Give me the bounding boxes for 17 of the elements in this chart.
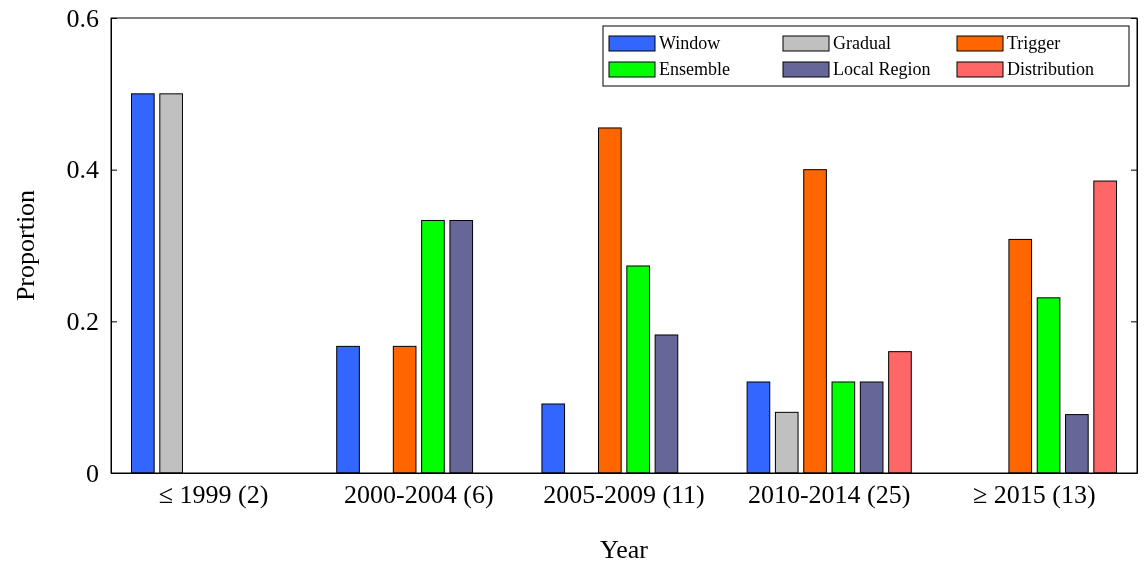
y-tick-label: 0.2 <box>66 307 99 337</box>
x-tick-label: 2010-2014 (25) <box>747 480 911 510</box>
legend-label: Ensemble <box>659 59 730 79</box>
x-tick-label: ≤ 1999 (2) <box>158 480 269 510</box>
x-axis-title: Year <box>600 535 649 564</box>
legend-label: Trigger <box>1007 33 1061 53</box>
y-tick-label: 0.4 <box>66 155 99 185</box>
x-tick-label: ≥ 2015 (13) <box>973 480 1096 510</box>
legend-label: Local Region <box>833 59 931 79</box>
y-tick-label: 0 <box>86 458 99 488</box>
y-tick-label: 0.6 <box>66 3 99 33</box>
legend-label: Window <box>659 33 721 53</box>
legend-label: Gradual <box>833 33 891 53</box>
legend-label: Distribution <box>1007 59 1095 79</box>
y-axis-title: Proportion <box>11 189 40 302</box>
x-tick-label: 2000-2004 (6) <box>344 480 494 510</box>
x-tick-label: 2005-2009 (11) <box>543 480 705 510</box>
